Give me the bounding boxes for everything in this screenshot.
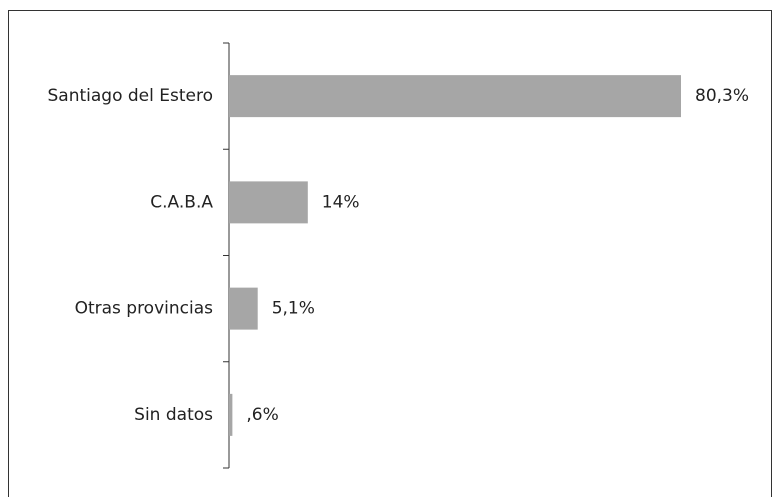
category-label: Santiago del Estero	[47, 86, 213, 106]
bar	[229, 75, 681, 118]
bar	[229, 393, 233, 436]
value-label: 5,1%	[272, 299, 315, 319]
category-label: C.A.B.A	[150, 192, 213, 212]
category-label: Sin datos	[134, 405, 213, 425]
category-label: Otras provincias	[75, 299, 214, 319]
value-label: 80,3%	[695, 86, 749, 106]
bar	[229, 287, 258, 330]
bar	[229, 181, 308, 224]
value-label: ,6%	[246, 405, 278, 425]
value-label: 14%	[322, 192, 360, 212]
